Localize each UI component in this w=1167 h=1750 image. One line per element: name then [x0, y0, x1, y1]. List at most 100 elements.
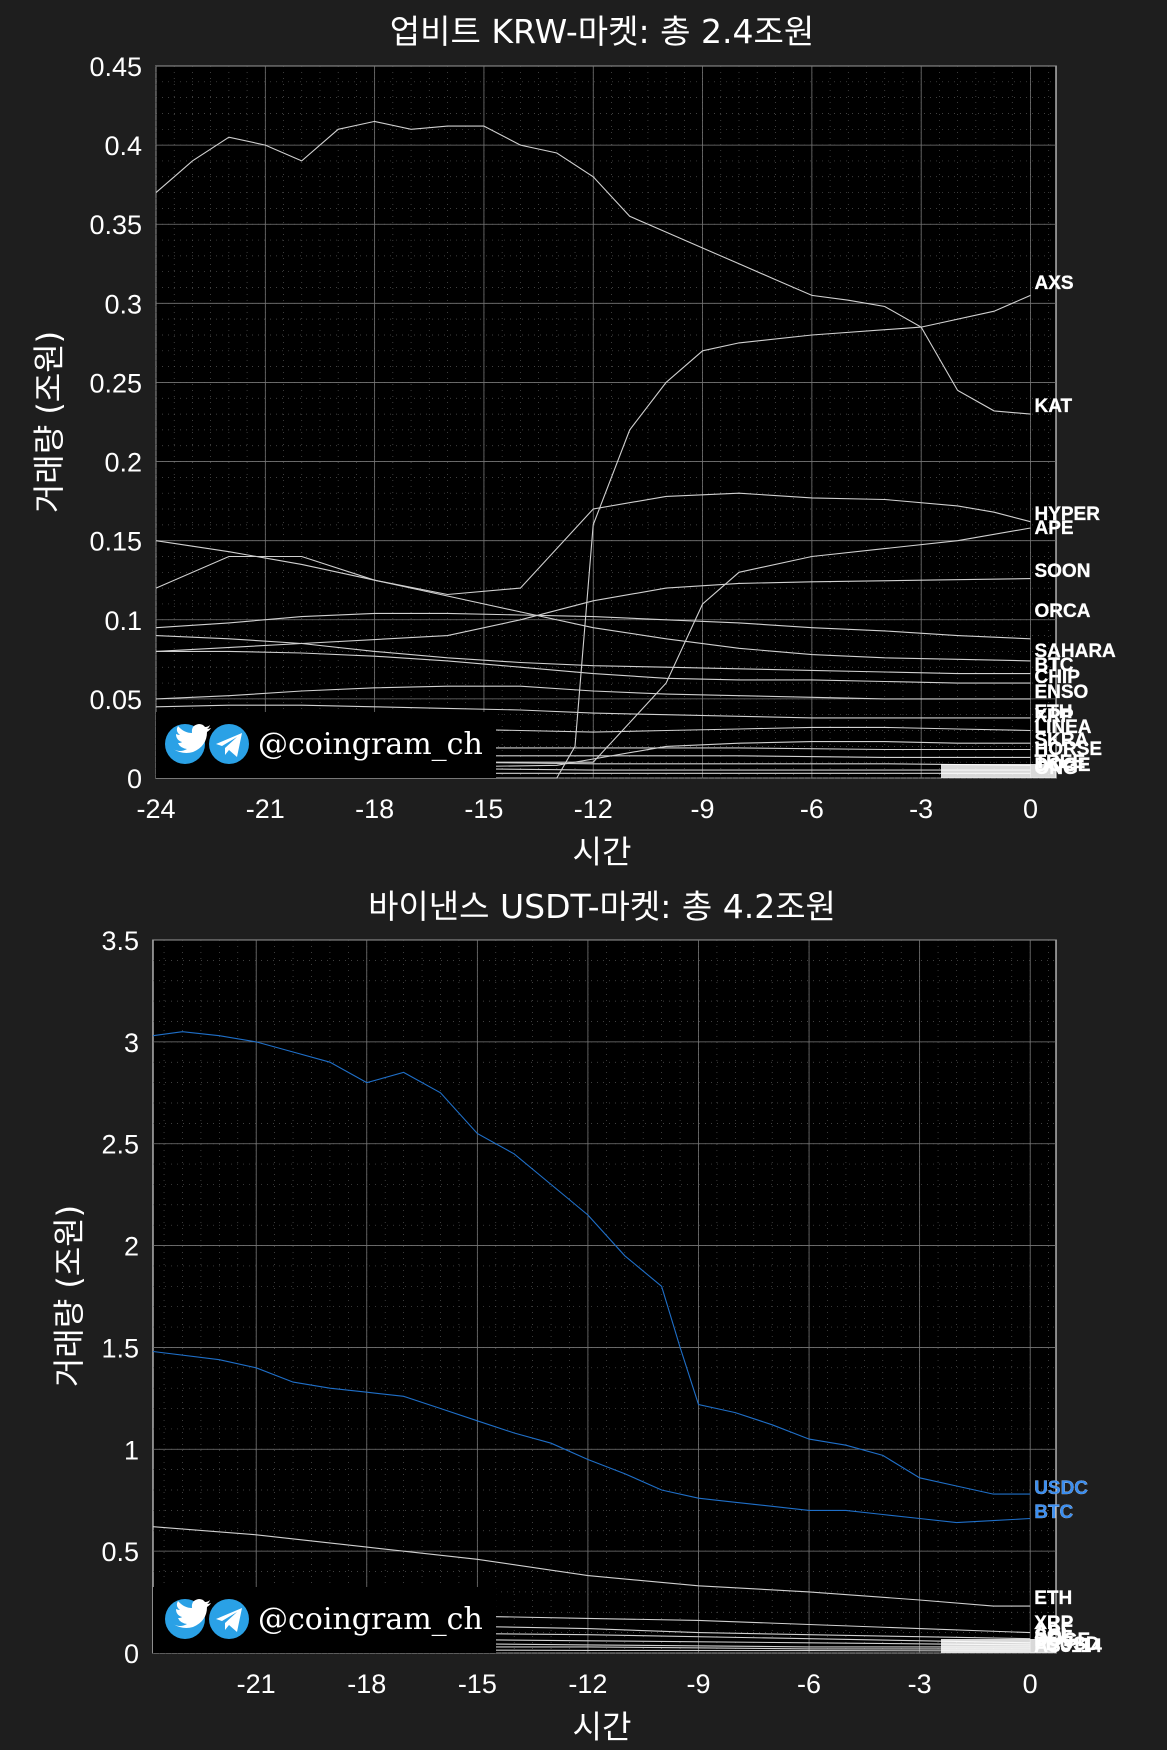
x-tick-label: -15: [464, 794, 503, 824]
upbit-chart-title: 업비트 KRW-마켓: 총 2.4조원: [390, 12, 814, 51]
upbit-plot-area: [155, 65, 1057, 779]
x-tick-label: -24: [136, 794, 175, 824]
end-label-enso: ENSO: [1034, 682, 1088, 703]
upbit-watermark: @coingram_ch: [156, 712, 496, 778]
y-tick-label: 0.35: [89, 210, 142, 240]
end-label-doge: DOGE: [1034, 755, 1090, 776]
end-label-linea: LINEA: [1034, 717, 1091, 738]
twitter-icon: [165, 1599, 211, 1639]
end-label-sahara: SAHARA: [1034, 641, 1116, 662]
y-tick-label: 1: [124, 1435, 139, 1465]
series-line-usdc: [152, 1031, 1031, 1495]
end-label-kat: KAT: [1034, 396, 1072, 417]
twitter-icon: [165, 724, 211, 764]
upbit-x-axis-label: 시간: [573, 833, 632, 871]
x-tick-label: -6: [800, 794, 824, 824]
end-label-ape: APE: [1034, 518, 1073, 539]
x-tick-label: -21: [237, 1669, 276, 1699]
x-tick-label: -6: [797, 1669, 821, 1699]
end-label-tree: TREE: [1034, 752, 1085, 773]
x-tick-label: -3: [908, 1669, 932, 1699]
x-tick-label: -21: [246, 794, 285, 824]
x-tick-label: -3: [909, 794, 933, 824]
overlapping-labels-band: [941, 764, 1056, 778]
series-line-kat: [155, 120, 1031, 415]
end-label-axs: AXS: [1034, 273, 1073, 294]
binance-y-axis-label: 거래량 (조원): [50, 1205, 88, 1387]
series-line-orca: [155, 612, 1031, 640]
y-tick-label: 0.05: [89, 685, 142, 715]
x-tick-label: -9: [686, 1669, 710, 1699]
upbit-x-ticks: -24 -21 -18 -15 -12 -9 -6 -3 0: [136, 794, 1038, 824]
binance-x-axis-label: 시간: [573, 1708, 632, 1746]
y-tick-label: 0.45: [89, 52, 142, 82]
series-line-eth: [152, 1526, 1031, 1607]
end-label-doge: DOGE: [1034, 1630, 1090, 1651]
telegram-icon: [209, 1599, 249, 1639]
end-label-skra: SKRA: [1034, 730, 1088, 751]
end-label-chip: CHIP: [1034, 667, 1080, 688]
y-tick-label: 3.5: [101, 926, 139, 956]
end-label-as3114: AS3114: [1034, 1636, 1102, 1657]
end-label-orca: ORCA: [1034, 601, 1090, 622]
binance-y-ticks: 0 0.5 1 1.5 2 2.5 3 3.5: [101, 926, 139, 1669]
end-label-soon: SOON: [1034, 561, 1090, 582]
y-tick-label: 0.5: [101, 1537, 139, 1567]
upbit-y-axis-label: 거래량 (조원): [30, 331, 68, 513]
end-label-ong: ONG: [1034, 758, 1077, 779]
x-tick-label: -12: [568, 1669, 607, 1699]
y-tick-label: 0.2: [104, 448, 142, 478]
x-tick-label: -18: [347, 1669, 386, 1699]
binance-plot-area: [152, 939, 1057, 1654]
y-tick-label: 0.15: [89, 527, 142, 557]
y-tick-label: 1.5: [101, 1333, 139, 1363]
watermark-handle: @coingram_ch: [258, 1602, 483, 1637]
x-tick-label: -15: [458, 1669, 497, 1699]
series-line-eth: [155, 704, 1031, 719]
y-tick-label: 2.5: [101, 1130, 139, 1160]
y-tick-label: 2: [124, 1232, 139, 1262]
series-line-soon: [155, 578, 1031, 652]
overlapping-labels-band: [941, 1639, 1056, 1653]
end-label-btc: BTC: [1034, 655, 1073, 676]
end-label-usdc: USDC: [1034, 1478, 1088, 1499]
series-line-chip: [156, 650, 1031, 684]
end-label-btc: BTC: [1034, 1502, 1073, 1523]
watermark-handle: @coingram_ch: [258, 727, 483, 762]
y-tick-label: 0.3: [104, 289, 142, 319]
x-tick-label: -12: [574, 794, 613, 824]
x-tick-label: 0: [1023, 794, 1038, 824]
series-line-hyper: [155, 492, 1031, 596]
end-label-eth: ETH: [1034, 1588, 1072, 1609]
end-label-xrp: XRP: [1034, 1613, 1073, 1634]
binance-watermark: @coingram_ch: [153, 1587, 496, 1653]
series-line-btc: [155, 635, 1031, 675]
y-tick-label: 0.25: [89, 368, 142, 398]
end-label-xrp: XRP: [1034, 706, 1073, 727]
x-tick-label: -18: [355, 794, 394, 824]
x-tick-label: 0: [1023, 1669, 1038, 1699]
y-tick-label: 0.1: [104, 606, 142, 636]
telegram-icon: [209, 724, 249, 764]
end-label-hyper: HYPER: [1034, 504, 1100, 525]
upbit-y-ticks: 0 0.05 0.1 0.15 0.2 0.25 0.3 0.35 0.4 0.45: [89, 52, 142, 794]
end-label-fdusd: FDUSD: [1034, 1634, 1099, 1655]
series-line-sahara: [155, 555, 1031, 662]
x-tick-label: -9: [691, 794, 715, 824]
end-label-ape: APE: [1034, 1622, 1073, 1643]
end-label-eth: ETH: [1034, 702, 1072, 723]
y-tick-label: 0.4: [104, 131, 142, 161]
end-label-sol: SOL: [1034, 1626, 1073, 1647]
series-line-enso: [155, 685, 1031, 700]
series-line-btc: [152, 1350, 1031, 1524]
binance-x-ticks: -21 -18 -15 -12 -9 -6 -3 0: [237, 1669, 1038, 1699]
y-tick-label: 3: [124, 1028, 139, 1058]
end-label-horse: HORSE: [1034, 739, 1102, 760]
binance-chart-title: 바이낸스 USDT-마켓: 총 4.2조원: [368, 887, 836, 926]
